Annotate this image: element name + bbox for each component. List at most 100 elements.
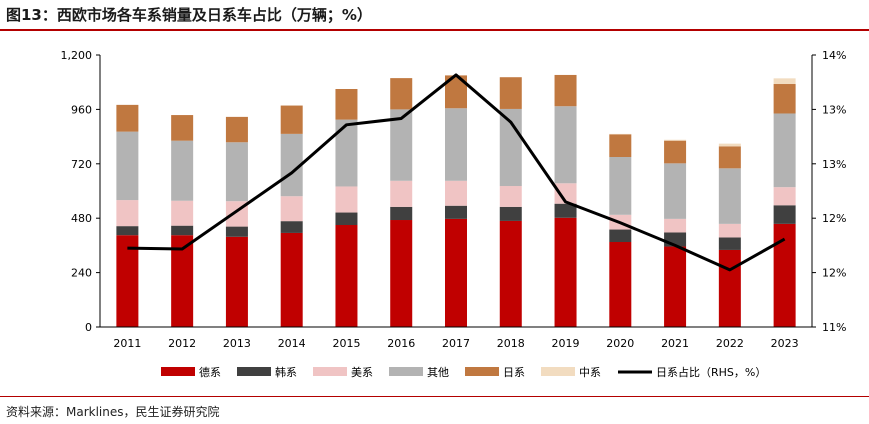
bar-美系-2018 [499,186,522,207]
bar-韩系-2017 [445,205,467,219]
legend-swatch-美系 [313,367,347,376]
legend-label: 中系 [579,366,601,379]
bar-美系-2022 [718,223,741,238]
bar-德系-2022 [718,249,741,327]
y-tick-label: 960 [71,103,92,116]
y2-tick-label: 14% [822,49,846,62]
x-tick-label: 2015 [332,337,360,350]
bar-日系-2019 [554,74,577,107]
bar-其他-2013 [225,142,248,202]
bar-日系-2022 [718,146,741,169]
chart-canvas: 0 240 480 720 960 1,200 11% 12% 12% 13% 13% 14% 2011… [61,49,847,379]
bar-其他-2011 [116,131,139,201]
legend-swatch-德系 [161,367,195,376]
x-tick-label: 2011 [113,337,141,350]
bar-德系-2012 [171,235,194,327]
bar-其他-2022 [718,168,741,224]
bar-其他-2016 [390,109,413,181]
legend-label: 美系 [351,366,373,379]
bar-韩系-2023 [773,205,796,224]
y-tick-label: 0 [85,321,92,334]
y2-tick-label: 13% [822,103,846,116]
bar-中系-2023 [773,78,796,85]
footer-rule [0,396,869,397]
bar-德系-2019 [554,217,577,327]
bar-日系-2011 [116,104,139,132]
x-tick-label: 2012 [168,337,196,350]
bar-日系-2013 [225,116,248,143]
x-tick-label: 2014 [278,337,306,350]
x-tick-label: 2023 [771,337,799,350]
legend-label: 德系 [199,365,221,379]
legend-label: 其他 [427,366,449,379]
x-tick-label: 2020 [606,337,634,350]
bar-美系-2011 [116,200,139,227]
bar-德系-2020 [609,242,632,327]
bar-美系-2019 [554,183,577,204]
chart-title: 图13：西欧市场各车系销量及日系车占比（万辆；%） [6,6,372,24]
bar-美系-2023 [773,187,796,206]
bar-其他-2017 [445,108,467,181]
bar-德系-2013 [225,236,248,327]
x-tick-label: 2021 [661,337,689,350]
bar-美系-2021 [664,218,687,233]
bar-日系-2021 [664,140,687,164]
bar-日系-2012 [171,115,194,141]
legend-swatch-韩系 [237,367,271,376]
y2-tick-label: 12% [822,212,846,225]
bar-美系-2015 [335,186,358,213]
bar-韩系-2014 [280,221,303,233]
y-tick-label: 1,200 [61,49,93,62]
y-tick-label: 480 [71,212,92,225]
x-tick-label: 2022 [716,337,744,350]
bar-德系-2014 [280,232,303,327]
bar-美系-2017 [445,180,467,206]
legend-label: 日系占比（RHS，%） [656,365,766,379]
y2-tick-label: 11% [822,321,846,334]
bar-韩系-2012 [171,225,194,236]
bar-日系-2016 [390,78,413,110]
bar-日系-2017 [445,75,467,109]
legend-label: 韩系 [275,365,297,379]
bar-日系-2014 [280,105,303,134]
x-tick-label: 2016 [387,337,415,350]
x-tick-label: 2013 [223,337,251,350]
bar-其他-2021 [664,163,687,219]
bar-德系-2021 [664,246,687,327]
bar-美系-2014 [280,196,303,222]
bar-韩系-2018 [499,206,522,221]
bar-美系-2016 [390,180,413,207]
bar-韩系-2020 [609,229,632,242]
bar-韩系-2016 [390,206,413,221]
bar-中系-2021 [664,139,687,141]
bar-其他-2014 [280,133,303,197]
bar-日系-2023 [773,84,796,114]
bar-德系-2016 [390,220,413,327]
title-rule [0,29,869,31]
bar-其他-2020 [609,157,632,215]
bar-德系-2018 [499,220,522,327]
bar-德系-2017 [445,218,467,327]
bar-日系-2018 [499,77,522,109]
bar-德系-2011 [116,235,139,327]
y-tick-label: 720 [71,158,92,171]
source-note: 资料来源：Marklines，民生证券研究院 [6,405,220,419]
y2-tick-label: 12% [822,267,846,280]
bar-其他-2015 [335,119,358,187]
legend-swatch-日系 [465,367,499,376]
bar-美系-2012 [171,200,194,226]
bar-日系-2020 [609,134,632,157]
bar-韩系-2015 [335,212,358,225]
line-japanese-share [127,73,786,272]
bar-其他-2023 [773,113,796,188]
bar-德系-2015 [335,225,358,327]
bar-其他-2019 [554,106,577,184]
legend-swatch-中系 [541,367,575,376]
bar-中系-2022 [718,143,741,147]
bar-韩系-2011 [116,226,139,236]
bar-韩系-2019 [554,203,577,218]
legend-label: 日系 [503,366,525,379]
bar-韩系-2022 [718,237,741,250]
y-tick-label: 240 [71,267,92,280]
x-tick-label: 2019 [552,337,580,350]
